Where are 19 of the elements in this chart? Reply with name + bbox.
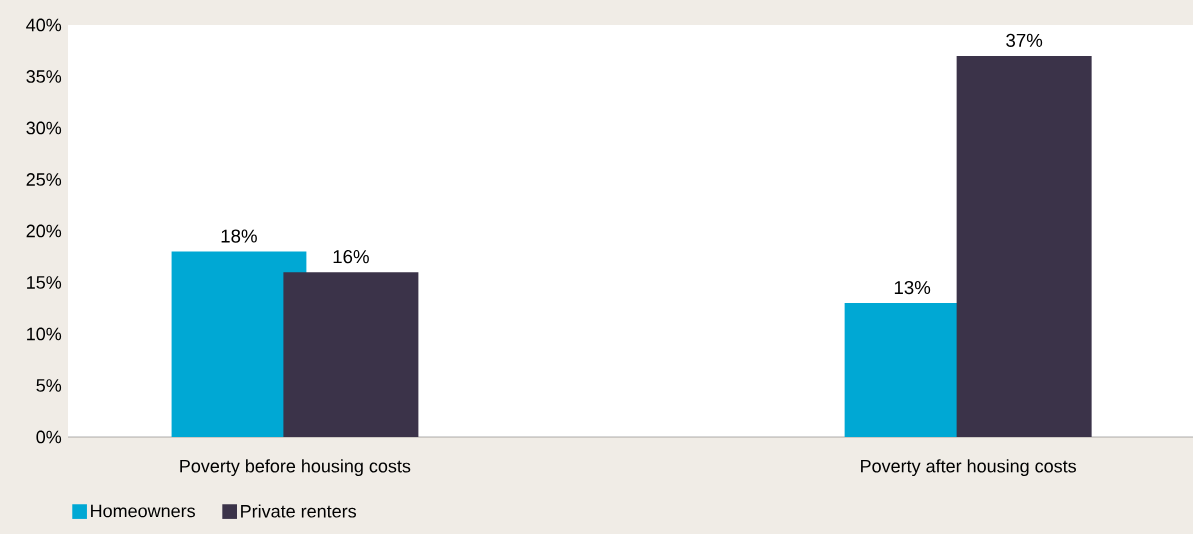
data-label: 37%: [1006, 33, 1043, 47]
data-label: 16%: [333, 250, 369, 264]
y-tick-label: 30%: [26, 121, 62, 135]
x-tick-label: Poverty before housing costs: [180, 459, 411, 477]
bar: [283, 272, 419, 437]
legend-label: Private renters: [241, 504, 356, 518]
y-tick-label: 5%: [36, 379, 62, 392]
y-tick-label: 40%: [26, 18, 62, 32]
bar: [956, 55, 1092, 437]
y-tick-label: 25%: [26, 173, 62, 186]
legend-label: Homeowners: [91, 504, 195, 518]
y-tick-label: 15%: [27, 276, 62, 289]
y-tick-label: 20%: [26, 224, 62, 238]
y-tick-label: 0%: [36, 430, 62, 444]
y-tick-label: 35%: [26, 70, 62, 83]
data-label: 13%: [894, 280, 931, 295]
data-label: 18%: [221, 229, 257, 243]
x-tick-label: Poverty after housing costs: [861, 459, 1076, 477]
y-tick-label: 10%: [27, 327, 62, 341]
